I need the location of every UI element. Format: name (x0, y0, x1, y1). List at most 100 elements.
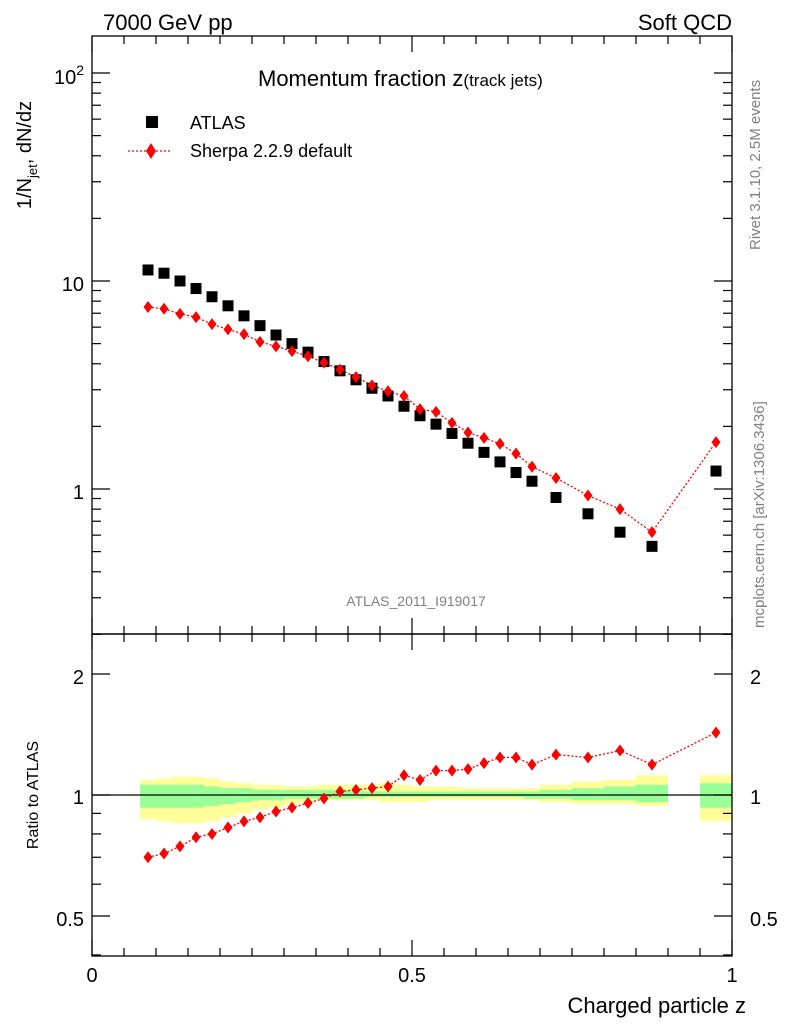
main-plot-frame (91, 35, 733, 635)
ratio-band-green (444, 791, 460, 797)
ratio-sherpa-point (255, 811, 265, 824)
atlas-point (494, 456, 506, 468)
main-y-axis-title: 1/Njet, dN/dz (14, 101, 40, 209)
ratio-band-green (476, 791, 492, 797)
main-data-series (142, 264, 722, 552)
atlas-point (510, 467, 522, 479)
ratio-sherpa-point (479, 757, 489, 770)
atlas-point (462, 437, 474, 449)
main-y-tick-labels: 10 1 102 (54, 62, 84, 504)
sherpa-point (367, 379, 377, 392)
sherpa-point (335, 363, 345, 376)
ratio-sherpa-point (383, 780, 393, 793)
atlas-point (222, 300, 234, 312)
sherpa-point (447, 416, 457, 429)
ratio-sherpa-point (159, 847, 169, 860)
ratio-sherpa-point (615, 744, 625, 757)
atlas-point (550, 492, 562, 504)
ratio-sherpa-point (223, 821, 233, 834)
ratio-sherpa-point (191, 831, 201, 844)
ratio-sherpa-point (351, 783, 361, 796)
ratio-band-green (284, 789, 300, 799)
ratio-sherpa-point (399, 769, 409, 782)
atlas-point (414, 410, 426, 422)
rivet-version-label: Rivet 3.1.10, 2.5M events (747, 80, 764, 250)
y-tick-label-100: 102 (54, 62, 84, 89)
ratio-sherpa-point (551, 748, 561, 761)
sherpa-point (479, 431, 489, 444)
x-tick-labels: 0 0.5 1 (86, 965, 737, 987)
atlas-point (614, 526, 626, 538)
ratio-band-green (156, 784, 172, 808)
ratio-band-green (636, 784, 668, 803)
ratio-band-green (412, 791, 428, 797)
ratio-sherpa-point (239, 815, 249, 828)
ratio-band-green (172, 784, 188, 808)
atlas-point (446, 427, 458, 439)
ratio-band-green (428, 791, 444, 797)
legend-sherpa-marker (146, 143, 156, 159)
atlas-point (142, 264, 154, 276)
ratio-band-green (188, 784, 204, 808)
sherpa-point (351, 371, 361, 384)
sherpa-point (495, 437, 505, 450)
atlas-point (174, 275, 186, 287)
ratio-band-green (492, 791, 508, 797)
ratio-band-green (380, 791, 396, 797)
ratio-sherpa-point (527, 758, 537, 771)
ratio-band-green (508, 791, 524, 797)
ratio-y-tick-label-0.5: 0.5 (56, 909, 84, 931)
ratio-sherpa-point (511, 751, 521, 764)
ratio-sherpa-point (175, 840, 185, 853)
sherpa-point (399, 389, 409, 402)
sherpa-point (615, 503, 625, 516)
sherpa-point (431, 405, 441, 418)
ratio-band-green (300, 789, 316, 799)
ratio-sherpa-point (415, 773, 425, 786)
ratio-sherpa-point (367, 782, 377, 795)
ratio-y-axis-title: Ratio to ATLAS (25, 741, 42, 849)
sherpa-point (383, 385, 393, 398)
ratio-sherpa-point (431, 764, 441, 777)
sherpa-point (463, 426, 473, 439)
ratio-y-tick-label-1-right: 1 (750, 787, 761, 809)
ratio-y-tick-labels-right: 2 1 0.5 (750, 667, 778, 931)
atlas-point (710, 465, 722, 477)
atlas-point (206, 291, 218, 303)
ratio-band-green (140, 784, 156, 808)
x-tick-label-0: 0 (86, 965, 97, 987)
ratio-sherpa-point (207, 827, 217, 840)
x-axis-title: Charged particle z (567, 993, 746, 1018)
header-energy-label: 7000 GeV pp (103, 10, 233, 35)
ratio-band-green (460, 791, 476, 797)
atlas-point (270, 329, 282, 341)
ratio-band-green (572, 788, 604, 801)
sherpa-point (223, 323, 233, 336)
atlas-point (158, 267, 170, 279)
mcplots-reference-label: mcplots.cern.ch [arXiv:1306.3436] (751, 401, 768, 628)
ratio-band-green (604, 786, 636, 801)
sherpa-point (303, 350, 313, 363)
x-tick-label-1: 1 (726, 965, 737, 987)
sherpa-point (271, 340, 281, 353)
ratio-data-series (143, 726, 721, 864)
ratio-y-tick-label-2: 2 (73, 667, 84, 689)
legend-atlas-marker (146, 116, 158, 128)
ratio-uncertainty-bands (140, 775, 732, 824)
ratio-y-tick-label-1: 1 (73, 787, 84, 809)
sherpa-point (255, 335, 265, 348)
ratio-sherpa-point (143, 851, 153, 864)
legend-sherpa-label: Sherpa 2.2.9 default (190, 141, 352, 161)
sherpa-point (239, 328, 249, 341)
sherpa-point (287, 345, 297, 358)
sherpa-point (191, 311, 201, 324)
ratio-y-tick-labels-left: 2 1 0.5 (56, 667, 84, 931)
header-process-label: Soft QCD (638, 10, 732, 35)
sherpa-point (551, 471, 561, 484)
sherpa-point (647, 526, 657, 539)
atlas-point (582, 508, 594, 520)
analysis-id-label: ATLAS_2011_I919017 (346, 593, 486, 609)
sherpa-point (583, 489, 593, 502)
main-axis-ticks (91, 36, 733, 635)
